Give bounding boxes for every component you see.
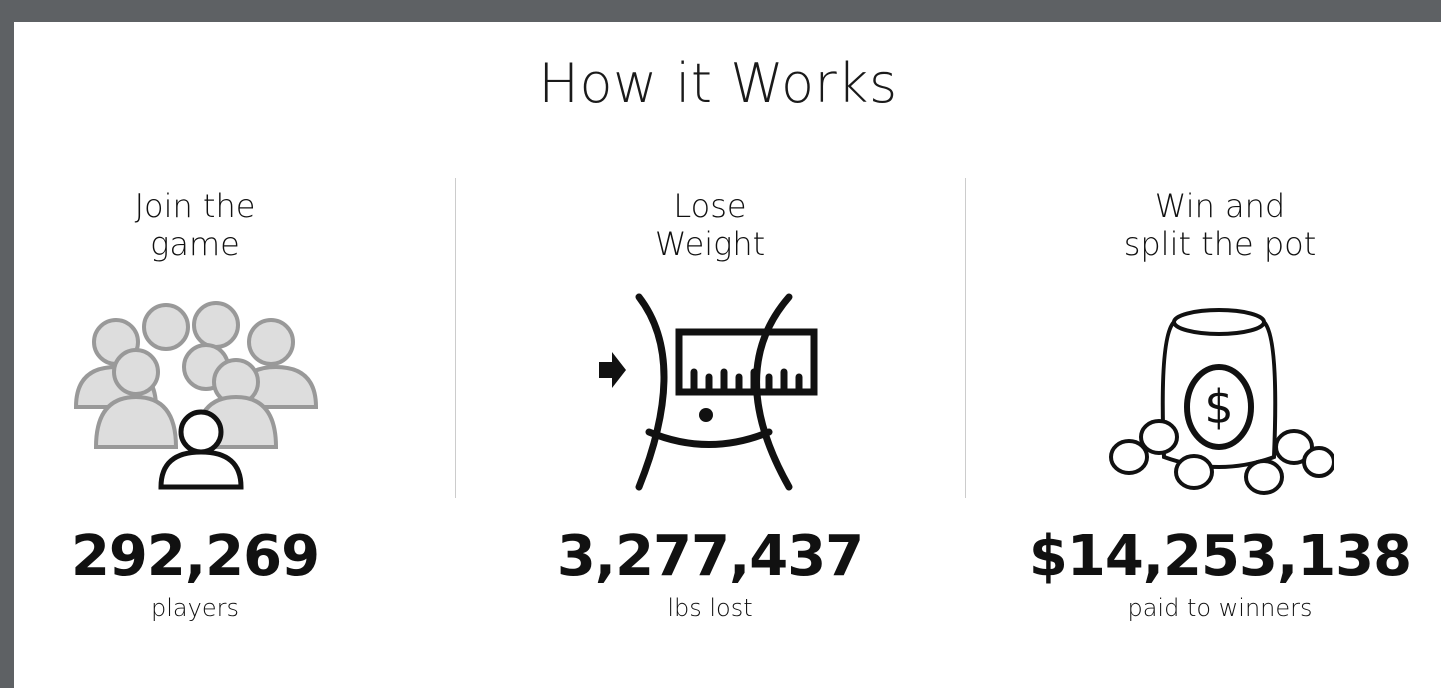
- divider: [455, 178, 456, 498]
- page: How it Works Join the game 292,269 playe…: [0, 0, 1441, 688]
- heading-line: game: [135, 225, 256, 263]
- column-heading: Join the game: [135, 187, 256, 263]
- heading-line: split the pot: [1124, 225, 1317, 263]
- heading-line: Weight: [655, 225, 765, 263]
- money-jar-icon: $: [1104, 297, 1334, 497]
- section-title: How it Works: [538, 52, 897, 115]
- dollar-glyph: $: [1204, 380, 1233, 434]
- stat-label: players: [151, 594, 239, 622]
- players-icon: [66, 297, 332, 492]
- divider: [965, 178, 966, 498]
- heading-line: Win and: [1124, 187, 1317, 225]
- stat-value: 3,277,437: [557, 524, 863, 589]
- stat-label: paid to winners: [1127, 594, 1312, 622]
- column-heading: Win and split the pot: [1124, 187, 1317, 263]
- how-it-works-panel: How it Works Join the game 292,269 playe…: [14, 22, 1441, 688]
- stat-value: $14,253,138: [1029, 524, 1411, 589]
- heading-line: Join the: [135, 187, 256, 225]
- heading-line: Lose: [655, 187, 765, 225]
- stat-value: 292,269: [71, 524, 319, 589]
- column-heading: Lose Weight: [655, 187, 765, 263]
- weight-icon: [594, 292, 834, 492]
- stat-label: lbs lost: [667, 594, 752, 622]
